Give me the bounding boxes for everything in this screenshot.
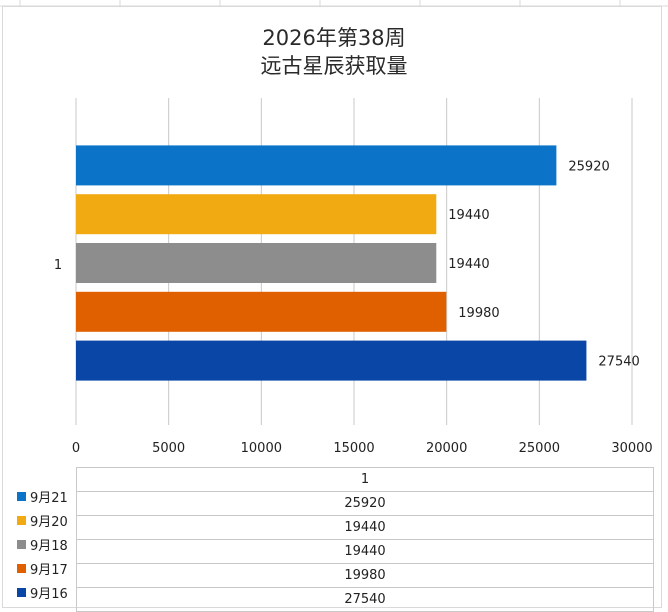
x-tick-label: 30000 (611, 441, 652, 456)
legend-item: 9月18 (12, 532, 76, 556)
table-row: 19440 (76, 515, 654, 540)
x-tick-label: 0 (72, 441, 80, 456)
legend-item: 9月20 (12, 508, 76, 532)
legend-swatch (17, 587, 26, 597)
chart-title: 2026年第38周 (262, 26, 406, 50)
table-row: 19440 (76, 539, 654, 564)
legend-label: 9月16 (30, 586, 68, 602)
data-label: 19980 (458, 306, 499, 321)
legend-label: 9月20 (30, 514, 68, 530)
legend-item: 9月16 (12, 580, 76, 604)
legend-label: 9月17 (30, 562, 68, 578)
data-label: 27540 (598, 355, 639, 370)
table-cell-value: 19980 (76, 563, 654, 588)
data-label: 19440 (448, 257, 489, 272)
bar (76, 243, 437, 283)
legend-swatch (17, 539, 26, 549)
table-cell-value: 19440 (76, 539, 654, 564)
legend: 9月21 9月20 9月18 9月17 9月16 (12, 484, 76, 604)
chart-subtitle: 远古星辰获取量 (260, 54, 408, 78)
data-table: 1 25920 19440 19440 19980 27540 (76, 467, 654, 612)
legend-swatch (17, 491, 26, 501)
legend-item: 9月21 (12, 484, 76, 508)
table-cell-value: 27540 (76, 587, 654, 612)
data-label: 19440 (448, 208, 489, 223)
table-row: 27540 (76, 587, 654, 612)
table-header-row: 1 (76, 467, 654, 492)
bar (76, 340, 587, 381)
legend-swatch (17, 515, 26, 525)
data-label: 25920 (568, 159, 609, 174)
legend-item: 9月17 (12, 556, 76, 580)
legend-label: 9月18 (30, 538, 68, 554)
x-tick-label: 10000 (241, 441, 282, 456)
table-row: 25920 (76, 491, 654, 516)
x-tick-label: 25000 (519, 441, 560, 456)
legend-swatch (17, 563, 26, 573)
x-tick-label: 20000 (426, 441, 467, 456)
x-tick-label: 5000 (152, 441, 185, 456)
category-label: 1 (54, 258, 62, 273)
table-cell-value: 25920 (76, 491, 654, 516)
bar-chart: 0 5000 10000 15000 20000 25000 30000 1 25920 1944… (54, 98, 653, 456)
bar (76, 194, 437, 235)
bar (76, 291, 447, 332)
legend-label: 9月21 (30, 490, 68, 506)
table-header-category: 1 (76, 467, 654, 492)
table-row: 19980 (76, 563, 654, 588)
x-tick-label: 15000 (333, 441, 374, 456)
table-cell-value: 19440 (76, 515, 654, 540)
bar (76, 145, 557, 186)
